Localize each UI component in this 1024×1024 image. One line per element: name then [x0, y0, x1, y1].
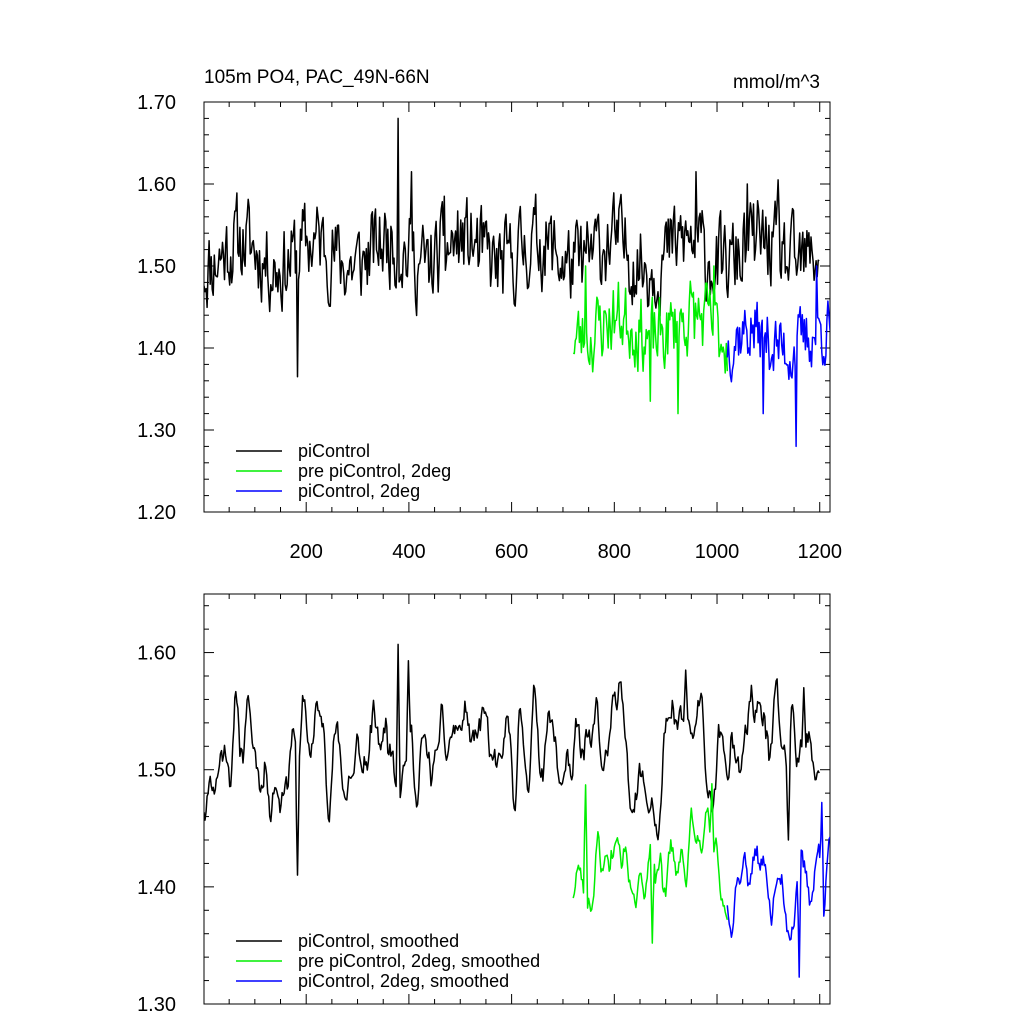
- series-line-0: [204, 643, 820, 876]
- series-line-1: [572, 783, 729, 944]
- y-tick-label: 1.60: [137, 174, 176, 196]
- legend-label: piControl, 2deg, smoothed: [298, 971, 509, 991]
- y-tick-label: 1.40: [137, 877, 176, 899]
- legend-label: pre piControl, 2deg: [298, 461, 451, 481]
- plot-frame: [203, 593, 831, 1005]
- x-tick-label: 400: [392, 541, 425, 563]
- x-tick-label: 800: [598, 541, 631, 563]
- legend-label: piControl, 2deg: [298, 481, 420, 501]
- units-label: mmol/m^3: [733, 72, 820, 93]
- x-tick-label: 600: [495, 541, 528, 563]
- legend-label: piControl, smoothed: [298, 931, 459, 951]
- y-tick-label: 1.50: [137, 760, 176, 782]
- legend-label: pre piControl, 2deg, smoothed: [298, 951, 540, 971]
- y-tick-label: 1.60: [137, 643, 176, 665]
- y-tick-label: 1.50: [137, 256, 176, 278]
- x-tick-label: 1200: [797, 541, 842, 563]
- x-tick-label: 200: [290, 541, 323, 563]
- y-tick-label: 1.30: [137, 994, 176, 1016]
- x-tick-label: 1000: [695, 541, 740, 563]
- chart-title: 105m PO4, PAC_49N-66N: [204, 67, 430, 88]
- series-line-2: [726, 265, 830, 448]
- y-tick-label: 1.30: [137, 420, 176, 442]
- plot-frame: [203, 101, 831, 513]
- series-line-1: [573, 265, 729, 415]
- series-line-0: [204, 117, 820, 378]
- series-line-2: [726, 801, 830, 978]
- y-tick-label: 1.40: [137, 338, 176, 360]
- y-tick-label: 1.70: [137, 92, 176, 114]
- top-panel: 105m PO4, PAC_49N-66N mmol/m^3 1.20 1.30 1…: [137, 67, 842, 563]
- y-tick-label: 1.20: [137, 502, 176, 524]
- legend-label: piControl: [298, 441, 370, 461]
